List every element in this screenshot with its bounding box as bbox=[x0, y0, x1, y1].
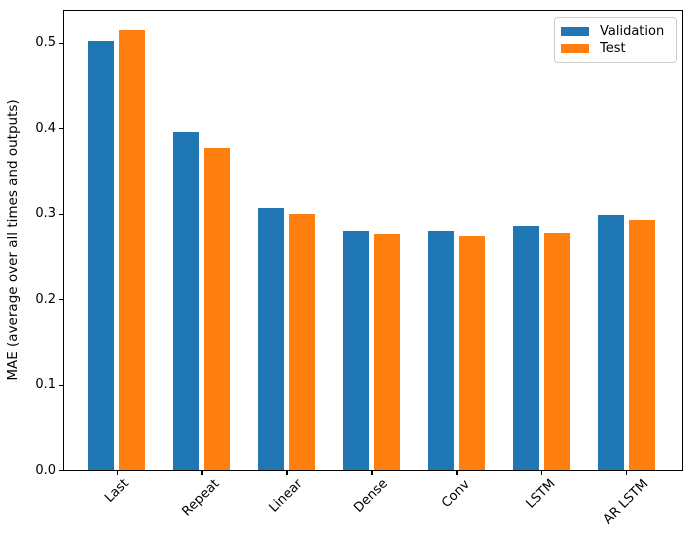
x-tick-label-repeat: Repeat bbox=[179, 476, 223, 520]
x-tick-mark bbox=[286, 471, 288, 475]
x-tick-mark bbox=[541, 471, 543, 475]
plot-area: Validation Test bbox=[63, 10, 683, 471]
x-tick-label-linear: Linear bbox=[266, 476, 306, 516]
y-tick-mark bbox=[59, 470, 63, 472]
y-tick-mark bbox=[59, 42, 63, 44]
bar-test-lstm bbox=[543, 233, 570, 470]
y-tick-label: 0.4 bbox=[35, 120, 56, 136]
legend: Validation Test bbox=[554, 17, 677, 63]
x-tick-mark bbox=[456, 471, 458, 475]
x-tick-label-lstm: LSTM bbox=[523, 476, 559, 512]
bar-test-conv bbox=[458, 235, 485, 470]
bar-test-repeat bbox=[203, 147, 230, 470]
bar-test-dense bbox=[373, 234, 400, 470]
bar-validation-last bbox=[88, 40, 114, 470]
x-tick-mark bbox=[371, 471, 373, 475]
bar-validation-ar-lstm bbox=[597, 215, 624, 470]
x-tick-mark bbox=[626, 471, 628, 475]
y-tick-mark bbox=[59, 128, 63, 130]
legend-label-test: Test bbox=[600, 41, 626, 56]
bar-test-last bbox=[119, 29, 145, 470]
y-tick-mark bbox=[59, 299, 63, 301]
bar-validation-linear bbox=[257, 208, 284, 470]
bar-validation-repeat bbox=[172, 132, 199, 470]
y-axis-label: MAE (average over all times and outputs) bbox=[5, 99, 21, 381]
bar-validation-lstm bbox=[512, 225, 539, 470]
x-tick-mark bbox=[201, 471, 203, 475]
test-swatch-icon bbox=[561, 44, 589, 53]
y-tick-label: 0.3 bbox=[35, 206, 56, 221]
y-tick-mark bbox=[59, 384, 63, 386]
y-tick-label: 0.0 bbox=[35, 462, 56, 478]
bar-test-ar-lstm bbox=[628, 220, 655, 470]
y-tick-mark bbox=[59, 213, 63, 215]
x-tick-label-conv: Conv bbox=[439, 476, 474, 511]
x-tick-mark bbox=[116, 471, 118, 475]
y-tick-label: 0.2 bbox=[35, 291, 56, 307]
x-tick-label-ar-lstm: AR LSTM bbox=[600, 476, 652, 528]
legend-label-validation: Validation bbox=[600, 24, 665, 39]
x-tick-label-last: Last bbox=[101, 476, 132, 507]
bar-test-linear bbox=[288, 214, 315, 470]
bar-validation-conv bbox=[427, 230, 454, 470]
validation-swatch-icon bbox=[561, 27, 589, 36]
y-tick-label: 0.1 bbox=[35, 377, 56, 392]
legend-entry-test: Test bbox=[561, 40, 668, 57]
legend-entry-validation: Validation bbox=[561, 23, 668, 40]
x-tick-label-dense: Dense bbox=[351, 476, 392, 517]
bar-validation-dense bbox=[342, 230, 369, 470]
y-tick-label: 0.5 bbox=[35, 35, 56, 50]
